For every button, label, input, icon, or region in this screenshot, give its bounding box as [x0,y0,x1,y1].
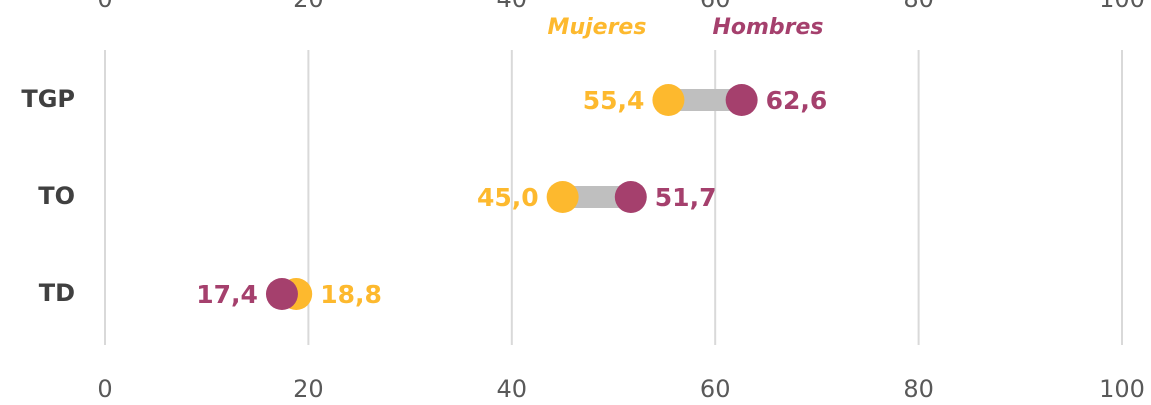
value-label: 51,7 [655,183,717,212]
category-label: TD [39,279,75,307]
dot [614,181,647,213]
dot [652,84,685,116]
x-tick-label-top: 20 [293,0,324,13]
dot [546,181,579,213]
x-tick-label: 0 [97,375,112,403]
dot [725,84,758,116]
value-label: 45,0 [477,183,539,212]
value-label: 55,4 [583,86,645,115]
x-tick-label-top: 40 [497,0,528,13]
x-tick-label-top: 80 [903,0,934,13]
x-tick-label: 60 [700,375,731,403]
dot [265,278,298,310]
value-label: 17,4 [196,280,258,309]
legend-entry: Hombres [712,15,823,40]
x-tick-label: 20 [293,375,324,403]
x-tick-label: 80 [903,375,934,403]
x-tick-label-top: 0 [97,0,112,13]
value-label: 18,8 [320,280,382,309]
category-label: TO [38,182,75,210]
x-tick-label-top: 100 [1099,0,1145,13]
legend-entry: Mujeres [548,15,647,40]
x-tick-label: 40 [497,375,528,403]
category-label: TGP [21,85,75,113]
value-label: 62,6 [766,86,828,115]
x-tick-label-top: 60 [700,0,731,13]
x-tick-label: 100 [1099,375,1145,403]
